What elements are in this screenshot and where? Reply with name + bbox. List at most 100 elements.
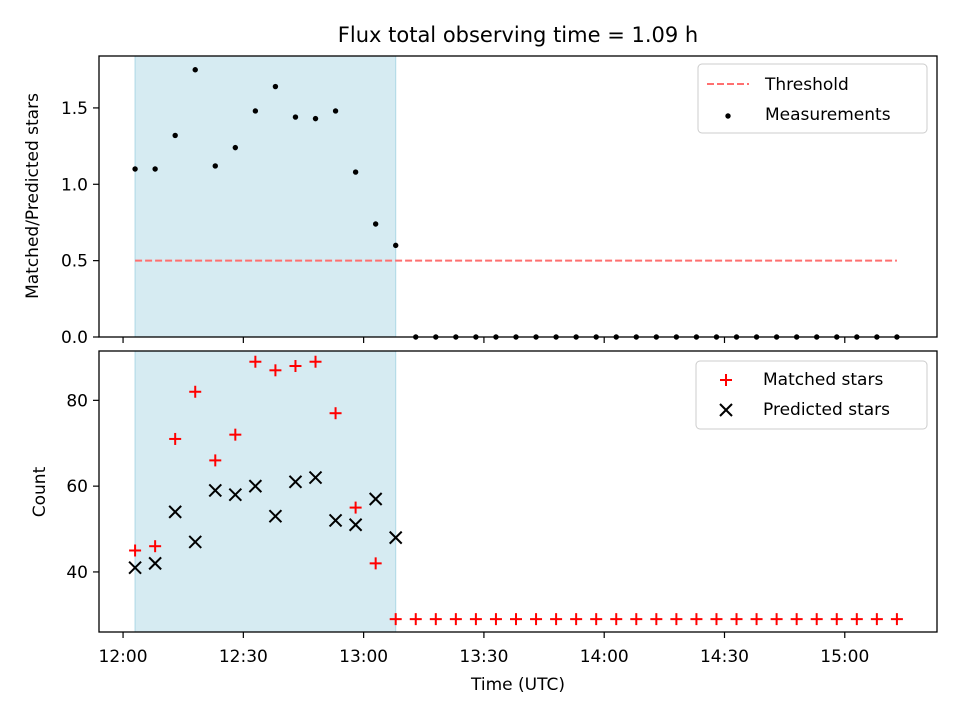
predicted-point-stroke (228, 488, 243, 502)
predicted-point (168, 505, 182, 519)
measurements-legend-label: Measurements (765, 105, 891, 125)
measurement-point (312, 115, 319, 122)
measurement-point (352, 169, 359, 175)
matched-point (610, 613, 623, 626)
matched-point (650, 613, 663, 626)
matched-point (409, 613, 422, 626)
measurement-point (152, 166, 158, 172)
predicted-point (188, 535, 202, 549)
matched-point (209, 454, 222, 467)
ratio-y-axis-label: Matched/Predicted stars (23, 93, 43, 299)
predicted-point (288, 475, 303, 489)
ratio-panel: 0.0 0.5 1.0 1.5 Matched/Predicted stars Thr… (23, 55, 938, 348)
measurement-point (272, 83, 279, 90)
matched-point (149, 540, 162, 553)
matched-point (830, 613, 843, 626)
measurement-point (172, 132, 178, 139)
chart-title: Flux total observing time = 1.09 h (338, 23, 698, 47)
matched-point (550, 613, 563, 626)
matched-point (269, 364, 282, 377)
ratio-y-tick-label: 1.0 (61, 175, 88, 195)
matched-point (489, 613, 502, 626)
matched-legend-swatch (720, 374, 732, 386)
measurement-point (372, 221, 379, 227)
matched-point (690, 613, 703, 626)
predicted-point-stroke (308, 470, 323, 485)
ratio-y-tick-label: 0.5 (61, 252, 88, 272)
matched-point (469, 613, 482, 626)
matched-point (890, 613, 903, 626)
predicted-point-stroke (328, 513, 343, 528)
matched-point (129, 544, 142, 557)
predicted-point-stroke (248, 479, 263, 493)
predicted-point (328, 513, 343, 528)
ratio-legend: Threshold Measurements (697, 63, 928, 134)
predicted-point (128, 560, 142, 575)
predicted-point (228, 488, 243, 502)
count-y-tick-label: 80 (66, 391, 88, 411)
predicted-legend-swatch (719, 403, 733, 417)
ratio-observing-span (134, 55, 397, 338)
matched-point (530, 613, 543, 626)
predicted-point (148, 556, 162, 571)
measurements-legend-swatch (725, 113, 731, 119)
matched-point (730, 613, 743, 626)
measurement-point (332, 108, 339, 114)
count-axes-frame (98, 350, 938, 633)
predicted-point (248, 479, 263, 493)
matched-point (289, 360, 302, 373)
count-y-axis-label: Count (30, 466, 50, 517)
matched-legend-label: Matched stars (763, 370, 883, 390)
matched-point (750, 613, 763, 626)
predicted-point-stroke (348, 518, 363, 532)
matched-point (329, 407, 342, 420)
measurement-point (232, 144, 239, 151)
matched-point (870, 613, 883, 626)
matched-point (449, 613, 462, 626)
ratio-axes-frame (98, 55, 938, 338)
count-panel: 40 60 80 12:00 12:30 13:00 13:30 14:00 14:30 15:0… (30, 350, 938, 695)
matched-point (229, 428, 242, 441)
measurement-point (393, 242, 399, 249)
predicted-point (308, 470, 323, 485)
predicted-point-stroke (168, 505, 182, 519)
matched-point (189, 385, 202, 398)
predicted-legend-label: Predicted stars (763, 400, 890, 420)
measurement-point (292, 114, 299, 120)
matched-point (590, 613, 603, 626)
predicted-point-stroke (268, 509, 283, 523)
matched-point (429, 613, 442, 626)
measurement-point (192, 67, 198, 73)
measurement-point (132, 166, 138, 172)
count-legend-box (695, 360, 928, 430)
predicted-point-stroke (389, 530, 403, 545)
matched-point (710, 613, 723, 626)
matched-point (670, 613, 683, 626)
predicted-point-stroke (128, 560, 142, 575)
count-observing-span (134, 350, 397, 633)
count-x-tick-label: 15:00 (820, 647, 869, 667)
count-y-tick-label: 60 (66, 477, 88, 497)
matched-point (349, 501, 362, 514)
matched-point (570, 613, 583, 626)
matched-point (389, 613, 402, 626)
measurement-point (212, 163, 218, 169)
count-x-tick-label: 13:30 (459, 647, 508, 667)
count-x-tick-label: 12:00 (99, 647, 148, 667)
matched-point (169, 432, 182, 445)
predicted-point-stroke (288, 475, 303, 489)
count-x-tick-label: 13:00 (339, 647, 388, 667)
matched-point (630, 613, 643, 626)
matched-point (249, 355, 262, 368)
matched-point (509, 613, 522, 626)
predicted-point-stroke (208, 483, 222, 498)
threshold-legend-label: Threshold (764, 75, 849, 95)
predicted-point (268, 509, 283, 523)
measurement-point (252, 108, 259, 114)
predicted-point-stroke (148, 556, 162, 571)
predicted-point (368, 492, 383, 506)
matched-point (770, 613, 783, 626)
count-y-tick-label: 40 (66, 563, 88, 583)
count-x-tick-label: 14:00 (580, 647, 629, 667)
